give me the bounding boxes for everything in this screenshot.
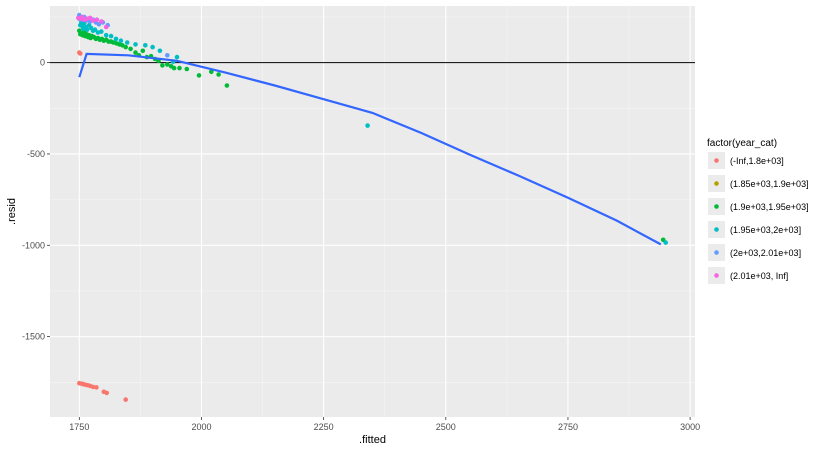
legend-label: (1.9e+03,1.95e+03] bbox=[730, 202, 809, 212]
legend-key-dot bbox=[714, 181, 719, 186]
data-point bbox=[150, 44, 155, 50]
data-point bbox=[108, 33, 114, 39]
data-point bbox=[120, 43, 125, 48]
data-point bbox=[128, 46, 133, 52]
legend-key-dot bbox=[714, 158, 719, 163]
data-point bbox=[90, 384, 96, 390]
data-point bbox=[663, 240, 668, 245]
data-point bbox=[123, 44, 128, 50]
minor-gridlines bbox=[50, 6, 695, 417]
data-point bbox=[177, 65, 182, 71]
y-tick-label: -1000 bbox=[22, 240, 45, 250]
legend-title: factor(year_cat) bbox=[707, 138, 777, 149]
data-point bbox=[99, 19, 104, 24]
data-point bbox=[113, 36, 119, 42]
data-point bbox=[99, 29, 104, 34]
data-point bbox=[103, 24, 109, 30]
x-tick-label: 2000 bbox=[191, 422, 211, 432]
major-gridlines bbox=[50, 6, 695, 417]
data-point bbox=[124, 40, 130, 45]
y-tick-label: 0 bbox=[40, 58, 45, 68]
data-point bbox=[174, 54, 180, 60]
data-point bbox=[87, 15, 93, 21]
legend-key-dot bbox=[714, 227, 719, 232]
data-point bbox=[157, 48, 163, 54]
data-point bbox=[133, 42, 138, 47]
x-tick-label: 2500 bbox=[436, 422, 456, 432]
data-point bbox=[92, 27, 98, 32]
smooth-trend-line bbox=[78, 52, 662, 246]
legend-key-dot bbox=[714, 204, 719, 209]
data-point bbox=[123, 397, 128, 402]
data-point bbox=[94, 17, 100, 23]
data-point bbox=[78, 51, 83, 56]
data-point bbox=[160, 63, 165, 68]
tick-labels: 1750 2000 2250 2500 2750 3000 0 -500 -1000 -1500 bbox=[22, 58, 700, 432]
x-tick-label: 3000 bbox=[680, 422, 700, 432]
x-tick-label: 1750 bbox=[69, 422, 89, 432]
data-point bbox=[104, 390, 109, 396]
x-tick-label: 2750 bbox=[558, 422, 578, 432]
legend: factor(year_cat) (-Inf,1.8e+03] (1.85e+03… bbox=[707, 138, 809, 284]
legend-key-dot bbox=[714, 273, 719, 278]
plot-panel bbox=[50, 6, 695, 417]
data-point bbox=[224, 83, 230, 88]
data-point bbox=[196, 73, 202, 78]
data-points bbox=[76, 12, 668, 402]
data-point bbox=[165, 53, 170, 58]
y-tick-label: -500 bbox=[27, 149, 45, 159]
data-point bbox=[143, 43, 148, 48]
data-point bbox=[165, 62, 170, 67]
data-point bbox=[94, 385, 99, 390]
data-point bbox=[90, 18, 96, 23]
data-point bbox=[365, 123, 370, 128]
data-point bbox=[84, 27, 90, 32]
data-point bbox=[118, 38, 124, 43]
legend-key-dot bbox=[714, 250, 719, 255]
data-point bbox=[184, 66, 190, 72]
x-axis-title: .fitted bbox=[359, 434, 386, 446]
axis-ticks bbox=[47, 62, 691, 420]
data-point bbox=[133, 50, 138, 55]
y-tick-label: -1500 bbox=[22, 332, 45, 342]
data-point bbox=[171, 65, 177, 71]
legend-label: (1.95e+03,2e+03] bbox=[730, 225, 801, 235]
legend-label: (2.01e+03, Inf] bbox=[730, 271, 788, 281]
data-point bbox=[216, 72, 221, 77]
y-axis-title: .resid bbox=[6, 198, 18, 225]
x-tick-label: 2250 bbox=[314, 422, 334, 432]
data-point bbox=[209, 69, 214, 75]
legend-label: (-Inf,1.8e+03] bbox=[730, 156, 784, 166]
legend-label: (1.85e+03,1.9e+03] bbox=[730, 179, 809, 189]
data-point bbox=[103, 32, 109, 38]
data-point bbox=[140, 48, 146, 54]
legend-label: (2e+03,2.01e+03] bbox=[730, 248, 801, 258]
